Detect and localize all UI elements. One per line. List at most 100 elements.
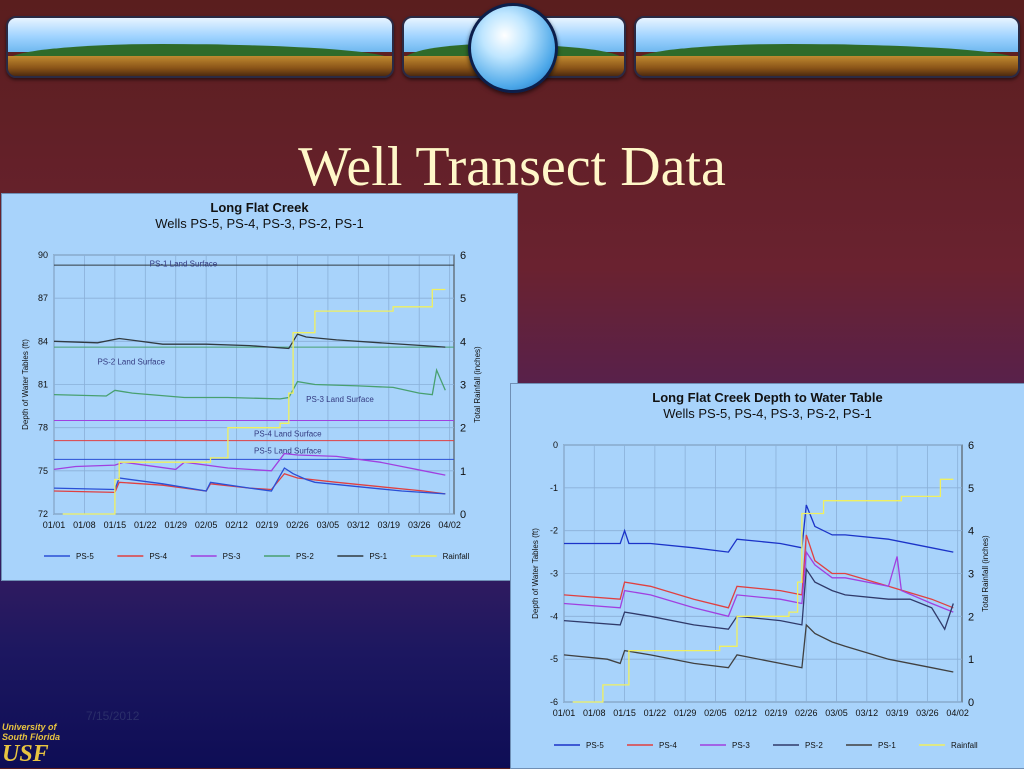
y2-tick-label: 0 bbox=[460, 509, 466, 521]
x-tick-label: 01/15 bbox=[613, 708, 636, 718]
x-tick-label: 01/01 bbox=[43, 520, 66, 530]
land-surface-label: PS-2 Land Surface bbox=[97, 357, 165, 366]
legend-label: PS-5 bbox=[586, 741, 604, 750]
x-tick-label: 03/26 bbox=[916, 708, 939, 718]
y2-tick-label: 4 bbox=[460, 336, 466, 348]
y-tick-label: -5 bbox=[550, 654, 558, 664]
series-line-ps-2 bbox=[563, 567, 954, 631]
y-tick-label: 78 bbox=[38, 423, 48, 433]
y-tick-label: 84 bbox=[38, 336, 48, 346]
x-tick-label: 01/15 bbox=[104, 520, 127, 530]
legend-label: PS-5 bbox=[76, 552, 94, 561]
x-tick-label: 03/05 bbox=[317, 520, 340, 530]
globe-icon bbox=[468, 3, 558, 93]
land-surface-label: PS-3 Land Surface bbox=[306, 395, 374, 404]
legend-label: Rainfall bbox=[951, 741, 978, 750]
y-tick-label: -4 bbox=[550, 611, 558, 621]
x-tick-label: 03/12 bbox=[856, 708, 879, 718]
y-axis-label: Depth of Water Tables (ft) bbox=[531, 528, 540, 619]
y2-tick-label: 6 bbox=[968, 440, 974, 452]
legend-label: PS-3 bbox=[732, 741, 750, 750]
y-tick-label: -3 bbox=[550, 569, 558, 579]
chart-panel-long-flat-creek: Long Flat Creek Wells PS-5, PS-4, PS-3, … bbox=[1, 193, 518, 581]
y2-tick-label: 1 bbox=[968, 654, 974, 666]
chart-long-flat-creek: 01/01 01/08 01/15 01/22 01/29 02/05 02/12 02/19… bbox=[21, 250, 482, 561]
x-tick-label: 01/08 bbox=[73, 520, 96, 530]
x-tick-label: 01/22 bbox=[134, 520, 157, 530]
x-tick-label: 04/02 bbox=[946, 708, 969, 718]
x-tick-label: 03/05 bbox=[825, 708, 848, 718]
chart-title: Long Flat Creek bbox=[210, 200, 309, 215]
y2-tick-label: 2 bbox=[460, 423, 466, 435]
series-line-rainfall bbox=[572, 478, 954, 703]
y2-tick-label: 0 bbox=[968, 697, 974, 709]
legend-label: PS-2 bbox=[805, 741, 823, 750]
series-line-ps-1 bbox=[53, 333, 446, 350]
y-axis-label: Depth of Water Tables (ft) bbox=[21, 339, 30, 430]
x-tick-label: 02/12 bbox=[225, 520, 248, 530]
slide-date: 7/15/2012 bbox=[86, 709, 140, 723]
y2-tick-label: 2 bbox=[968, 611, 974, 623]
x-tick-label: 02/05 bbox=[195, 520, 218, 530]
header-banner-right bbox=[634, 16, 1020, 78]
y2-tick-label: 3 bbox=[460, 380, 466, 392]
x-tick-label: 03/19 bbox=[886, 708, 909, 718]
x-tick-label: 02/26 bbox=[795, 708, 818, 718]
y-tick-label: -1 bbox=[550, 483, 558, 493]
chart-depth-to-water-table: 01/01 01/08 01/15 01/22 01/29 02/05 02/12 02/19… bbox=[531, 440, 990, 750]
series-line-ps-5 bbox=[564, 504, 954, 553]
y-tick-label: 72 bbox=[38, 509, 48, 519]
y2-axis-label: Total Rainfall (inches) bbox=[981, 535, 990, 612]
series-line-ps-5 bbox=[53, 467, 446, 495]
y-tick-label: -6 bbox=[550, 697, 558, 707]
chart-subtitle: Wells PS-5, PS-4, PS-3, PS-2, PS-1 bbox=[663, 406, 872, 421]
legend-label: PS-4 bbox=[659, 741, 677, 750]
logo-line-1: University of bbox=[2, 722, 57, 732]
x-tick-label: 01/08 bbox=[583, 708, 606, 718]
series-line-rainfall bbox=[62, 288, 446, 515]
y-tick-label: -2 bbox=[550, 526, 558, 536]
legend-label: Rainfall bbox=[443, 552, 470, 561]
land-surface-label: PS-5 Land Surface bbox=[254, 447, 322, 456]
series-line-ps-4 bbox=[53, 472, 446, 495]
y2-tick-label: 6 bbox=[460, 250, 466, 262]
x-tick-label: 02/26 bbox=[286, 520, 309, 530]
legend-label: PS-2 bbox=[296, 552, 314, 561]
x-tick-label: 02/19 bbox=[765, 708, 788, 718]
y-tick-label: 81 bbox=[38, 380, 48, 390]
land-surface-label: PS-1 Land Surface bbox=[150, 260, 218, 269]
logo-mark: USF bbox=[2, 741, 49, 767]
x-tick-label: 04/02 bbox=[438, 520, 461, 530]
x-tick-label: 02/12 bbox=[734, 708, 757, 718]
chart-title: Long Flat Creek Depth to Water Table bbox=[652, 390, 883, 405]
y2-tick-label: 5 bbox=[460, 293, 466, 305]
x-tick-label: 03/19 bbox=[378, 520, 401, 530]
x-tick-label: 01/29 bbox=[164, 520, 187, 530]
legend-label: PS-4 bbox=[149, 552, 167, 561]
series-line-ps-4 bbox=[563, 534, 954, 609]
x-tick-label: 01/22 bbox=[644, 708, 667, 718]
usf-logo: University of South Florida USF bbox=[2, 722, 72, 768]
chart-panel-depth-to-water-table: Long Flat Creek Depth to Water Table Wel… bbox=[510, 383, 1024, 769]
y-tick-label: 0 bbox=[553, 440, 558, 450]
chart-subtitle: Wells PS-5, PS-4, PS-3, PS-2, PS-1 bbox=[155, 216, 364, 231]
y2-axis-label: Total Rainfall (inches) bbox=[473, 346, 482, 423]
x-tick-label: 03/26 bbox=[408, 520, 431, 530]
y-tick-label: 87 bbox=[38, 293, 48, 303]
y2-tick-label: 3 bbox=[968, 569, 974, 581]
legend-label: PS-3 bbox=[223, 552, 241, 561]
logo-line-2: South Florida bbox=[2, 732, 60, 742]
x-tick-label: 01/29 bbox=[674, 708, 697, 718]
x-tick-label: 03/12 bbox=[347, 520, 370, 530]
series-line-ps-1 bbox=[563, 623, 954, 673]
y2-tick-label: 5 bbox=[968, 483, 974, 495]
legend-label: PS-1 bbox=[369, 552, 387, 561]
header-banner-left bbox=[6, 16, 394, 78]
x-tick-label: 02/19 bbox=[256, 520, 279, 530]
x-tick-label: 02/05 bbox=[704, 708, 727, 718]
y2-tick-label: 1 bbox=[460, 466, 466, 478]
legend-label: PS-1 bbox=[878, 741, 896, 750]
slide-title: Well Transect Data bbox=[298, 136, 726, 198]
series-line-ps-3 bbox=[563, 550, 954, 618]
x-tick-label: 01/01 bbox=[553, 708, 576, 718]
